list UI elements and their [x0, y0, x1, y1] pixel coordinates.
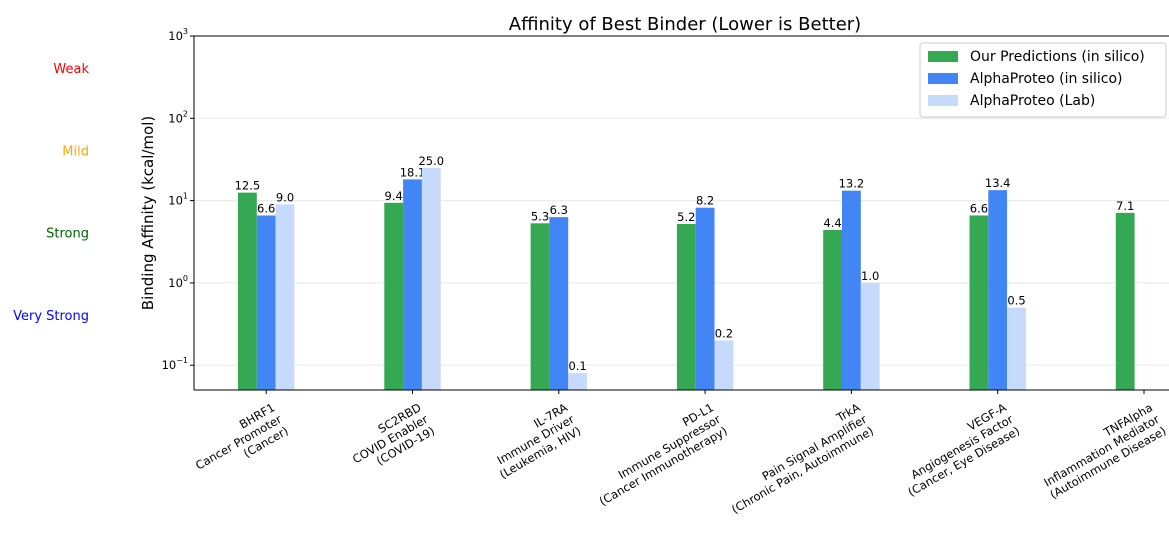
bar-value-label: 13.2: [839, 177, 865, 191]
bar: [530, 223, 550, 390]
bar-value-label: 5.2: [677, 210, 695, 224]
y-tick-label: 102: [168, 109, 188, 125]
bar-value-label: 9.4: [385, 189, 403, 203]
bar: [403, 179, 422, 390]
category-label-line: (Cancer Immunotherapy): [597, 424, 730, 509]
y-tick-label: 101: [168, 192, 188, 208]
bar: [842, 190, 861, 390]
bar: [676, 223, 696, 390]
bar-value-label: 25.0: [418, 154, 444, 168]
y-tick-label: 10−1: [162, 356, 188, 372]
legend-entry-label: Our Predictions (in silico): [970, 49, 1145, 65]
bar: [988, 190, 1008, 390]
strength-label: Strong: [46, 227, 89, 242]
strength-label: Very Strong: [13, 309, 89, 324]
bar: [969, 215, 989, 390]
bar: [1115, 212, 1135, 390]
category-label-line: (Chronic Pain, Autoimmune): [729, 424, 876, 517]
bar-value-label: 6.3: [550, 203, 568, 217]
bar-value-label: 1.0: [861, 269, 879, 283]
bar: [568, 373, 587, 390]
bar-value-label: 6.6: [970, 201, 988, 215]
bar-value-label: 0.1: [568, 359, 586, 373]
bar: [695, 207, 715, 390]
bar-value-label: 0.2: [715, 326, 733, 340]
legend-entry-label: AlphaProteo (Lab): [970, 93, 1095, 109]
legend: Our Predictions (in silico) AlphaProteo (…: [919, 42, 1167, 118]
bar-value-label: 8.2: [696, 194, 714, 208]
bar-value-label: 9.0: [276, 190, 294, 204]
bar-value-label: 12.5: [235, 179, 261, 193]
bar: [1007, 307, 1026, 390]
bar: [549, 217, 569, 390]
legend-entry-label: AlphaProteo (in silico): [970, 71, 1123, 87]
y-tick-label: 100: [168, 274, 188, 290]
bar-value-label: 18.1: [400, 165, 426, 179]
legend-swatch: [928, 73, 958, 84]
bar: [238, 192, 257, 390]
strength-label: Mild: [62, 144, 89, 159]
legend-box: [919, 42, 1167, 118]
bar-value-label: 4.4: [823, 216, 841, 230]
legend-swatch: [928, 51, 958, 62]
bar: [421, 167, 441, 390]
strength-labels: Weak Mild Strong Very Strong: [13, 62, 89, 324]
y-tick-label: 103: [168, 27, 188, 43]
bar-value-label: 13.4: [985, 176, 1011, 190]
bar-value-label: 0.5: [1007, 294, 1025, 308]
bar-value-label: 6.6: [257, 201, 275, 215]
bar: [256, 215, 276, 390]
bar-value-label: 7.1: [1116, 199, 1134, 213]
bar: [860, 282, 880, 390]
bar: [384, 202, 404, 390]
bar: [714, 340, 734, 390]
chart-title: Affinity of Best Binder (Lower is Better…: [509, 14, 861, 35]
bar: [823, 229, 842, 390]
legend-swatch: [928, 95, 958, 106]
bar: [275, 204, 295, 390]
y-axis-label: Binding Affinity (kcal/mol): [139, 116, 157, 310]
bar-value-label: 5.3: [531, 209, 549, 223]
strength-label: Weak: [53, 62, 89, 77]
category-label-line: Inflammation Mediator: [1041, 412, 1162, 490]
